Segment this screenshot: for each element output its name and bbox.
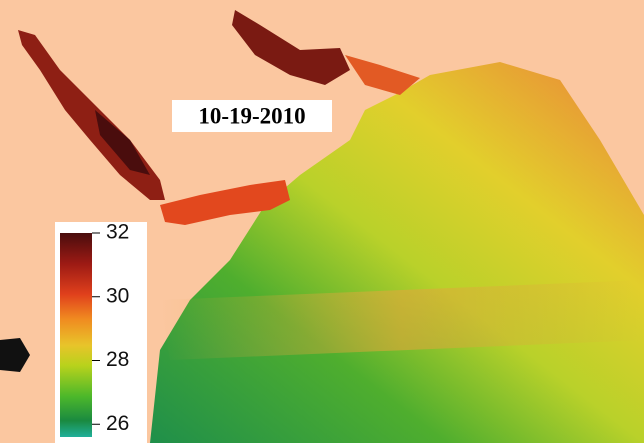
colorbar <box>60 233 92 437</box>
gulf-of-oman <box>345 55 420 95</box>
red-sea-dark <box>95 110 150 175</box>
colorbar-tick-label: 32 <box>106 221 129 244</box>
colorbar-tick-label: 28 <box>106 348 129 371</box>
colorbar-tick-label: 26 <box>106 412 129 435</box>
island <box>0 338 30 372</box>
colorbar-tick-label: 30 <box>106 284 129 307</box>
persian-gulf <box>232 10 350 85</box>
gulf-of-aden <box>160 180 290 225</box>
date-box <box>172 100 332 132</box>
warm-band <box>160 280 644 360</box>
date-label: 10-19-2010 <box>198 103 305 128</box>
